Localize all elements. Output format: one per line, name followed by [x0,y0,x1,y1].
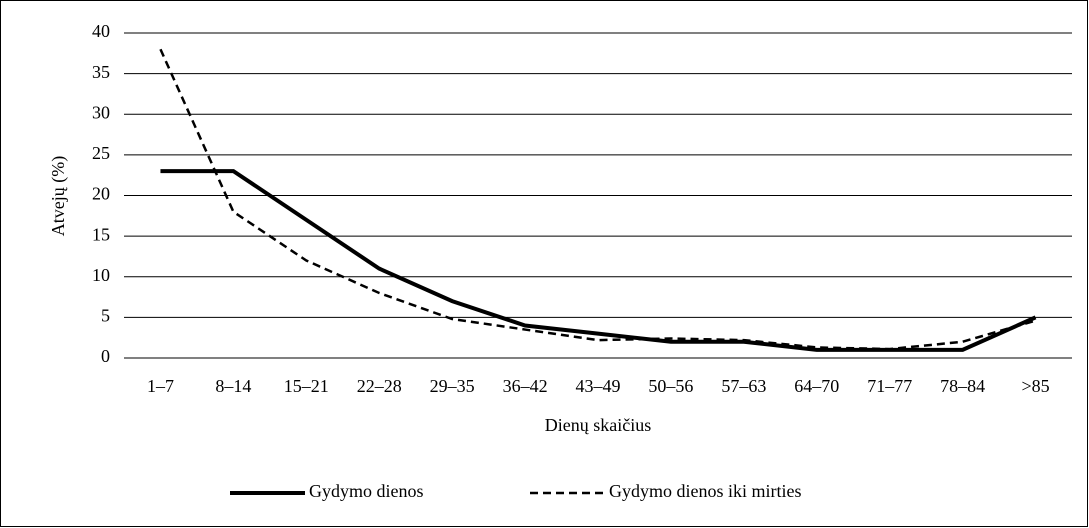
y-tick-label: 30 [92,102,110,122]
x-tick-label: 57–63 [721,376,766,396]
y-axis-title: Atvejų (%) [48,156,69,236]
y-tick-label: 35 [92,62,110,82]
x-tick-label: 71–77 [867,376,912,396]
series-line [159,48,1036,351]
x-tick-label: 1–7 [147,376,174,396]
y-tick-label: 20 [92,184,110,204]
y-tick-label: 10 [92,265,110,285]
x-tick-label: 43–49 [576,376,621,396]
x-tick-label: 50–56 [648,376,693,396]
x-axis-title: Dienų skaičius [545,415,651,435]
y-tick-label: 5 [101,306,110,326]
y-tick-label: 40 [92,21,110,41]
y-tick-label: 25 [92,143,110,163]
x-tick-label: 29–35 [430,376,475,396]
x-tick-label: 36–42 [503,376,548,396]
x-tick-label: >85 [1021,376,1049,396]
y-tick-label: 15 [92,224,110,244]
y-tick-label: 0 [101,346,110,366]
x-tick-label: 8–14 [215,376,251,396]
x-tick-label: 22–28 [357,376,402,396]
x-tick-label: 78–84 [940,376,985,396]
legend-label: Gydymo dienos iki mirties [609,481,802,501]
x-tick-label: 64–70 [794,376,839,396]
x-tick-label: 15–21 [284,376,329,396]
legend-label: Gydymo dienos [309,481,424,501]
